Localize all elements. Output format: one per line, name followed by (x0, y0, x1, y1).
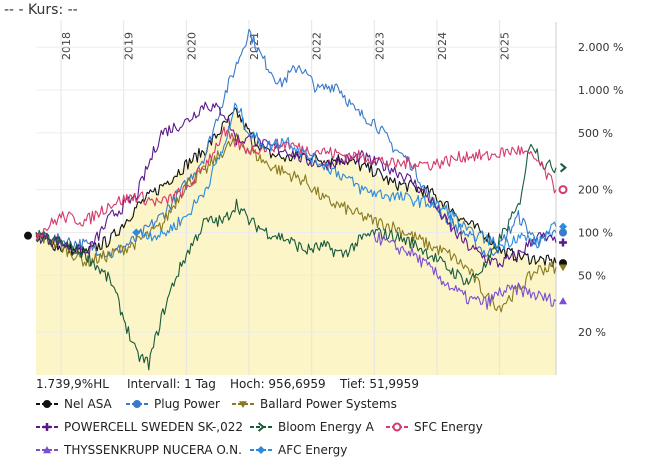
series-marker (257, 422, 265, 432)
series-marker (239, 401, 247, 408)
series-marker (257, 446, 265, 454)
legend-label: SFC Energy (414, 420, 483, 434)
legend-marker-icon (36, 400, 58, 408)
legend-label: Bloom Energy A (278, 420, 374, 434)
legend-label: Ballard Power Systems (260, 397, 397, 411)
series-line (35, 101, 557, 268)
series-marker (559, 238, 567, 247)
series-marker (559, 222, 567, 231)
series-marker (43, 400, 51, 408)
stat-high: Hoch: 956,6959 (230, 377, 326, 391)
series-line (35, 126, 557, 241)
legend-marker-icon (232, 401, 254, 408)
series-marker (559, 264, 567, 272)
stat-interval: Intervall: 1 Tag (127, 377, 216, 391)
legend-item[interactable]: THYSSENKRUPP NUCERA O.N. (36, 443, 242, 457)
stat-low: Tief: 51,9959 (340, 377, 419, 391)
legend-label: Plug Power (154, 397, 220, 411)
legend-label: AFC Energy (278, 443, 348, 457)
series-marker (24, 231, 32, 240)
x-tick-label: 2024 (436, 32, 449, 60)
series-line (35, 143, 557, 371)
y-tick-label: 2.000 % (578, 41, 623, 54)
series-marker (43, 423, 51, 431)
y-tick-label: 20 % (578, 326, 606, 339)
y-tick-label: 100 % (578, 226, 613, 239)
series-marker (558, 185, 568, 195)
legend-marker-icon (36, 423, 58, 431)
series-marker (392, 422, 402, 432)
legend-marker-icon (126, 400, 148, 408)
y-tick-label: 500 % (578, 127, 613, 140)
x-tick-label: 2019 (123, 32, 136, 60)
legend-item[interactable]: AFC Energy (250, 443, 347, 457)
legend-marker-icon (386, 422, 408, 432)
legend-item[interactable]: Plug Power (126, 397, 220, 411)
legend-item[interactable]: Ballard Power Systems (232, 397, 397, 411)
legend-label: THYSSENKRUPP NUCERA O.N. (64, 443, 242, 457)
legend-marker-icon (250, 422, 272, 432)
series-line (35, 132, 557, 313)
legend-label: Nel ASA (64, 397, 112, 411)
legend-item[interactable]: Nel ASA (36, 397, 112, 411)
stat-change: 1.739,9%HL (36, 377, 109, 391)
legend-item[interactable]: SFC Energy (386, 420, 483, 434)
legend-item[interactable]: POWERCELL SWEDEN SK-,022 (36, 420, 243, 434)
chart-title: -- - Kurs: -- (4, 2, 78, 18)
x-tick-label: 2018 (60, 32, 73, 60)
series-marker (133, 400, 141, 408)
legend-marker-icon (36, 446, 58, 454)
legend-marker-icon (250, 446, 272, 454)
x-tick-label: 2025 (499, 32, 512, 60)
series-marker (559, 228, 567, 237)
series-marker (132, 228, 141, 237)
series-line (136, 102, 557, 251)
series-marker (559, 162, 567, 173)
legend-label: POWERCELL SWEDEN SK-,022 (64, 420, 243, 434)
x-tick-label: 2020 (185, 32, 198, 60)
x-tick-label: 2023 (373, 32, 386, 60)
y-tick-label: 200 % (578, 184, 613, 197)
legend-item[interactable]: Bloom Energy A (250, 420, 374, 434)
x-tick-label: 2022 (311, 32, 324, 60)
series-marker (43, 446, 51, 454)
y-tick-label: 1.000 % (578, 84, 623, 97)
series-marker (559, 297, 567, 305)
y-tick-label: 50 % (578, 269, 606, 282)
series-line (373, 231, 557, 310)
